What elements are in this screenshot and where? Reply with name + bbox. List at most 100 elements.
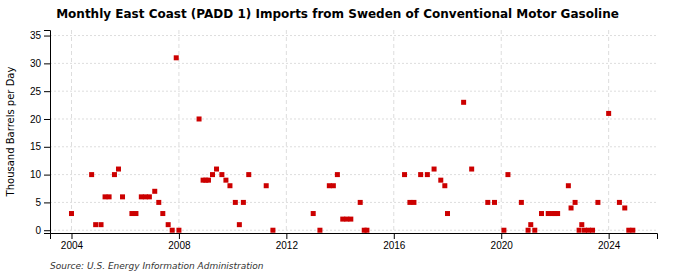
tick-label: 35 [30,30,42,41]
point [311,211,316,216]
point [469,167,474,172]
tick-mark [44,175,50,176]
grid-line [50,202,657,203]
point [317,228,322,233]
point [156,200,161,205]
tick-label: 2012 [276,240,299,251]
tick-label: 15 [30,141,42,152]
point [590,228,595,233]
point [519,200,524,205]
grid-line [50,118,657,119]
tick-mark [179,233,180,239]
tick-mark [44,36,50,37]
tick-mark [44,202,50,203]
grid-line [178,30,179,233]
tick-label: 25 [30,86,42,97]
tick-label: 2024 [598,240,621,251]
grid-line [286,30,287,233]
point [577,228,582,233]
tick: 25 [30,86,50,97]
axis-line [44,31,51,234]
tick-mark [44,230,50,231]
point [176,228,181,233]
point [214,167,219,172]
point [528,222,533,227]
grid-line [501,30,502,233]
point [461,100,466,105]
point [485,200,490,205]
source: Source: U.S. Energy Information Administ… [50,261,264,271]
grid-line [71,30,72,233]
point [112,172,117,177]
plot: 20042008201220162020202405101520253035 [30,30,658,251]
grid-line [393,30,394,233]
point [595,200,600,205]
point [438,178,443,183]
point [133,211,138,216]
grid-line [50,146,657,147]
point [160,211,165,216]
point [622,205,627,210]
point [532,228,537,233]
point [264,183,269,188]
point [573,200,578,205]
grid [50,30,657,233]
tick: 2024 [598,233,621,251]
tick-label: 5 [35,197,41,208]
tick: 2020 [491,233,514,251]
point [492,200,497,205]
grid-line [50,230,657,231]
point [170,228,175,233]
point [606,111,611,116]
point [89,172,94,177]
point [425,172,430,177]
point [246,172,251,177]
tick-label: 2020 [491,240,514,251]
point [227,183,232,188]
point [579,222,584,227]
point [539,211,544,216]
point [335,172,340,177]
point [402,172,407,177]
tick-mark [44,63,50,64]
y-axis: 05101520253035 [30,30,51,236]
point [418,172,423,177]
tick-mark [609,233,610,239]
point [152,189,157,194]
tick: 2008 [168,233,191,251]
grid-line [50,174,657,175]
point [505,172,510,177]
point [210,172,215,177]
tick-label: 2004 [61,240,84,251]
point [331,183,336,188]
chart: 20042008201220162020202405101520253035Mo… [0,0,675,275]
tick-label: 0 [35,225,41,236]
point [270,228,275,233]
tick-label: 20 [30,114,42,125]
tick-mark [44,91,50,92]
point [569,205,574,210]
point [348,217,353,222]
y-axis-title: Thousand Barrels per Day [5,67,16,198]
points [69,55,635,232]
x-axis: 2004 2008 2012 2016 2020 2024 [51,233,658,251]
tick-mark [286,233,287,239]
point [630,228,635,233]
grid-line [50,63,657,64]
point [233,200,238,205]
tick: 2016 [383,233,406,251]
tick-mark [44,147,50,148]
point [69,211,74,216]
point [116,167,121,172]
point [219,172,224,177]
point [555,211,560,216]
grid-line [50,35,657,36]
point [411,200,416,205]
tick: 20 [30,114,50,125]
tick: 35 [30,30,50,41]
tick-mark [501,233,502,239]
point [526,228,531,233]
tick: 15 [30,141,50,152]
tick-mark [44,119,50,120]
point [107,194,112,199]
